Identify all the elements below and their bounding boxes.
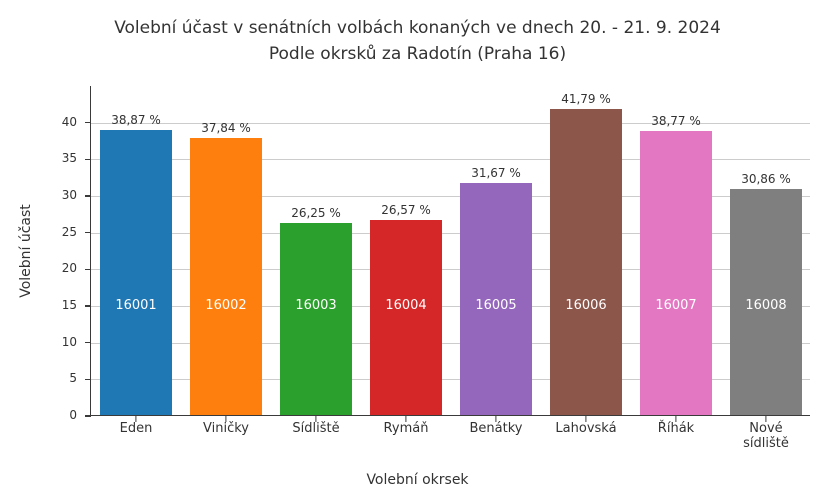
bar-id-label: 16002	[205, 298, 246, 313]
x-tick-label: Benátky	[470, 422, 523, 437]
bar-id-label: 16001	[115, 298, 156, 313]
x-tick-label: Sídliště	[292, 422, 339, 437]
bar-value-label: 38,77 %	[651, 114, 701, 128]
bar	[100, 130, 172, 415]
x-tick-label: Viničky	[203, 422, 249, 437]
x-axis-label: Volební okrsek	[0, 472, 835, 488]
bar-id-label: 16008	[745, 298, 786, 313]
x-tick-label: Eden	[120, 422, 153, 437]
plot-area: 051015202530354038,87 %16001Eden37,84 %1…	[90, 86, 810, 416]
bar-id-label: 16007	[655, 298, 696, 313]
bar-value-label: 31,67 %	[471, 166, 521, 180]
bar-value-label: 26,25 %	[291, 206, 341, 220]
x-tick-label: Nové sídliště	[743, 422, 789, 452]
bar-value-label: 26,57 %	[381, 203, 431, 217]
bar	[640, 131, 712, 415]
bar	[370, 220, 442, 415]
bar-chart: Volební účast v senátních volbách konaný…	[0, 0, 835, 500]
x-tick-label: Lahovská	[555, 422, 616, 437]
x-tick-label: Rymáň	[384, 422, 429, 437]
chart-title-line2: Podle okrsků za Radotín (Praha 16)	[0, 44, 835, 64]
chart-title-line1: Volební účast v senátních volbách konaný…	[0, 18, 835, 38]
bar	[190, 138, 262, 415]
bar-value-label: 38,87 %	[111, 113, 161, 127]
gridline	[91, 123, 810, 124]
bar-id-label: 16005	[475, 298, 516, 313]
bar-id-label: 16003	[295, 298, 336, 313]
x-tick-label: Říhák	[658, 422, 694, 437]
bar	[550, 109, 622, 415]
bar-value-label: 37,84 %	[201, 121, 251, 135]
y-axis-label: Volební účast	[18, 204, 34, 298]
bar-id-label: 16004	[385, 298, 426, 313]
bar	[280, 223, 352, 416]
bar-value-label: 30,86 %	[741, 172, 791, 186]
bar-id-label: 16006	[565, 298, 606, 313]
bar-value-label: 41,79 %	[561, 92, 611, 106]
